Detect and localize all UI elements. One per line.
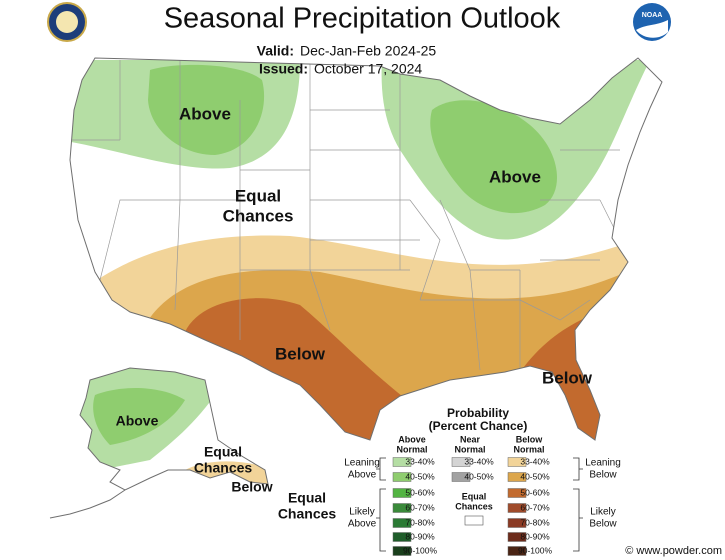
legend-range-label: 33-40%: [405, 456, 435, 466]
legend-range-label: 80-90%: [405, 531, 435, 541]
legend-swatch: [507, 457, 527, 467]
legend-side-label: Below: [589, 470, 617, 481]
state-boundaries: [72, 60, 621, 371]
above-40-50-lakes: [430, 100, 557, 214]
legend-swatch: [507, 488, 527, 498]
below-50-60-southwest: [185, 298, 402, 440]
legend-bracket-left: [376, 457, 386, 552]
title: Seasonal Precipitation Outlook: [164, 3, 561, 35]
valid-label: Valid:: [257, 43, 294, 59]
legend-swatch: [507, 472, 527, 482]
map-label: Below: [231, 479, 272, 495]
legend-swatch: [392, 532, 412, 542]
legend-range-label: 50-60%: [520, 487, 550, 497]
legend-range-label: 33-40%: [464, 456, 494, 466]
map-label: Chances: [223, 206, 294, 225]
legend-swatch: [392, 503, 412, 513]
legend-range-label: 90-100%: [403, 545, 437, 555]
legend-range-label: 70-80%: [405, 517, 435, 527]
map-label: Above: [179, 104, 231, 123]
map-label: Above: [116, 413, 159, 429]
doc-seal: [47, 2, 87, 42]
legend-range-label: 60-70%: [520, 502, 550, 512]
legend-side-label: Leaning: [344, 458, 380, 469]
map-label: Above: [489, 167, 541, 186]
doc-seal-inner: [56, 11, 78, 33]
legend-swatch: [392, 488, 412, 498]
map-label: Equal: [288, 490, 326, 506]
alaska-outline: [79, 367, 269, 491]
legend-range-label: 40-50%: [405, 471, 435, 481]
legend-column-header: Normal: [513, 444, 544, 454]
legend-equal-label: Equal: [462, 491, 487, 501]
legend-column-header: Below: [516, 434, 544, 444]
legend-column-header: Normal: [454, 444, 485, 454]
map-label: Chances: [278, 506, 337, 522]
map-label: Below: [542, 368, 593, 387]
noaa-logo-text: NOAA: [642, 12, 663, 19]
valid-period: Dec-Jan-Feb 2024-25: [300, 43, 436, 59]
legend-side-label: Above: [348, 470, 377, 481]
above-40-50-nw: [148, 64, 265, 155]
legend-side-label: Likely: [590, 507, 616, 518]
legend-swatch: [392, 472, 412, 482]
legend-side-label: Likely: [349, 507, 375, 518]
map-label: Equal: [204, 444, 242, 460]
state-lines: [72, 60, 621, 371]
legend-bracket-right: [573, 457, 583, 552]
legend-title: Probability: [447, 406, 509, 420]
alaska-above-40-50: [93, 388, 185, 445]
legend-range-label: 40-50%: [520, 471, 550, 481]
legend-swatch: [507, 503, 527, 513]
legend-subtitle: (Percent Chance): [429, 419, 528, 433]
legend-equal-label: Chances: [455, 501, 493, 511]
aleutian-islands: [49, 489, 126, 519]
issued-date: October 17, 2024: [314, 61, 422, 77]
legend-swatch: [507, 532, 527, 542]
conus-outline: [69, 57, 663, 441]
legend-column-header: Normal: [396, 444, 427, 454]
legend-swatch: [507, 518, 527, 528]
legend-range-label: 60-70%: [405, 502, 435, 512]
legend-range-label: 40-50%: [464, 471, 494, 481]
legend: Probability (Percent Chance) Leaning Abo…: [344, 406, 621, 556]
legend-side-label: Leaning: [585, 458, 621, 469]
legend-side-label: Below: [589, 519, 617, 530]
legend-equal-swatch: [464, 515, 484, 526]
issued-label: Issued:: [259, 61, 308, 77]
legend-swatch: [392, 546, 412, 556]
map-label: Equal: [235, 186, 281, 205]
legend-side-label: Above: [348, 519, 377, 530]
credit: © www.powder.com: [625, 545, 722, 557]
legend-range-label: 50-60%: [405, 487, 435, 497]
legend-swatch: [451, 472, 471, 482]
legend-column-header: Above: [398, 434, 426, 444]
map-label: Below: [275, 344, 326, 363]
noaa-logo: NOAA: [633, 3, 671, 41]
legend-swatch: [392, 457, 412, 467]
legend-range-label: 90-100%: [518, 545, 552, 555]
map-label: Chances: [194, 460, 253, 476]
legend-column-header: Near: [460, 434, 481, 444]
noaa-logo-wave: [636, 20, 668, 38]
legend-range-label: 33-40%: [520, 456, 550, 466]
legend-range-label: 70-80%: [520, 517, 550, 527]
legend-range-label: 80-90%: [520, 531, 550, 541]
legend-swatch: [392, 518, 412, 528]
legend-swatch: [507, 546, 527, 556]
legend-swatch: [451, 457, 471, 467]
